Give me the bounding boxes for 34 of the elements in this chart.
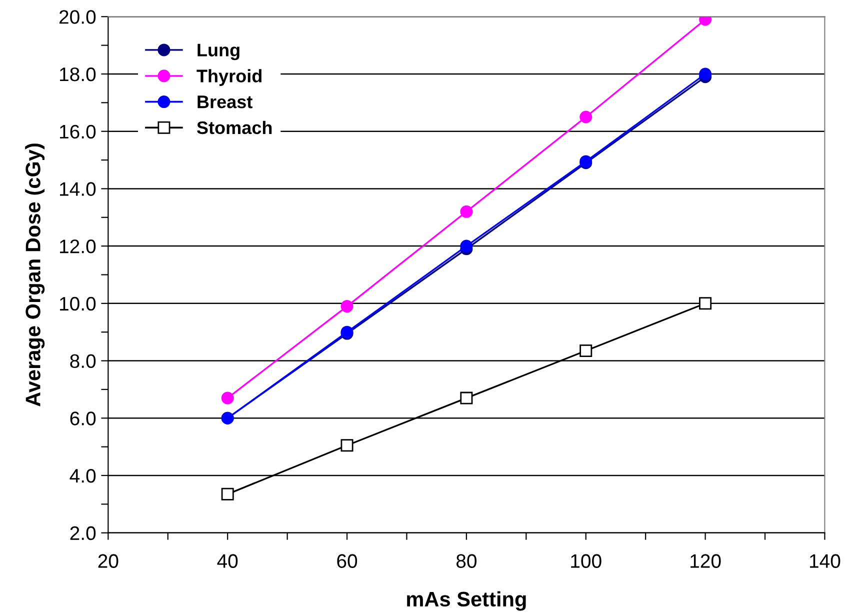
y-tick-label: 2.0 xyxy=(70,526,96,540)
point xyxy=(699,297,712,310)
y-axis-title: Average Organ Dose (cGy) xyxy=(25,144,45,406)
x-axis-title: mAs Setting xyxy=(407,591,526,611)
point xyxy=(340,300,354,313)
x-tick-label: 120 xyxy=(690,554,721,568)
y-tick-label: 12.0 xyxy=(60,240,96,254)
y-tick-label: 10.0 xyxy=(60,296,96,311)
y-tick-label: 16.0 xyxy=(60,124,96,139)
y-tick-label: 6.0 xyxy=(70,412,96,426)
point xyxy=(221,392,234,404)
legend-label: Breast xyxy=(198,96,252,108)
x-tick-label: 40 xyxy=(217,554,238,568)
point xyxy=(580,344,592,357)
point xyxy=(340,439,354,452)
point xyxy=(460,240,473,252)
x-tick-label: 20 xyxy=(98,554,118,568)
point xyxy=(460,205,473,218)
y-tick-label: 20.0 xyxy=(59,10,96,24)
point xyxy=(221,488,234,500)
x-tick-label: 80 xyxy=(456,554,476,568)
x-tick-label: 140 xyxy=(810,554,840,568)
y-tick-label: 8.0 xyxy=(70,354,96,368)
point xyxy=(699,68,712,80)
x-tick-label: 60 xyxy=(337,554,358,568)
y-tick-label: 4.0 xyxy=(70,468,96,483)
legend-label: Thyroid xyxy=(196,69,262,86)
point xyxy=(460,392,473,404)
y-tick-label: 14.0 xyxy=(60,182,96,196)
y-tick-label: 18.0 xyxy=(60,67,96,82)
legend-label: Lung xyxy=(198,44,240,60)
legend-label: Stomach xyxy=(196,120,272,134)
x-tick-label: 100 xyxy=(571,554,602,568)
point xyxy=(580,110,592,124)
